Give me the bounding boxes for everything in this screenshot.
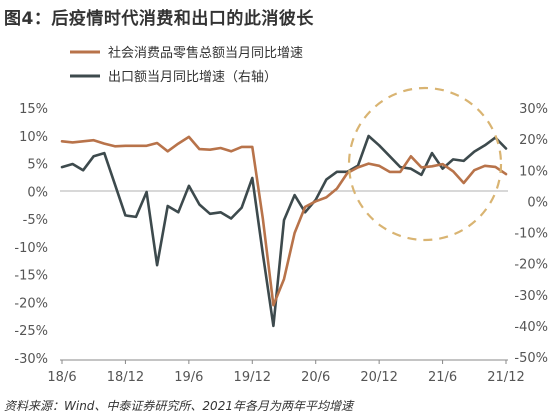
left-tick-label: -10% xyxy=(14,241,48,256)
right-tick-label: 30% xyxy=(519,102,548,117)
legend-label-consumption: 社会消费品零售总额当月同比增速 xyxy=(108,45,303,61)
left-axis-ticks: 15% 10% 5% 0% -5% -10% -15% -20% -25% -30% xyxy=(14,102,48,367)
right-tick-label: 10% xyxy=(519,164,548,179)
x-tick-label: 19/6 xyxy=(174,370,203,385)
legend: 社会消费品零售总额当月同比增速 出口额当月同比增速（右轴） xyxy=(70,45,303,85)
x-tick-label: 20/6 xyxy=(301,370,330,385)
left-tick-label: -30% xyxy=(14,352,48,367)
right-tick-label: 20% xyxy=(519,133,548,148)
x-tick-label: 20/12 xyxy=(360,370,397,385)
right-tick-label: -20% xyxy=(514,258,548,273)
right-tick-label: -40% xyxy=(514,320,548,335)
x-tick-label: 18/6 xyxy=(47,370,76,385)
source-note: 资料来源：Wind、中泰证券研究所、2021年各月为两年平均增速 xyxy=(4,399,353,413)
series-layer xyxy=(60,134,508,328)
right-tick-label: 0% xyxy=(527,195,548,210)
chart-title: 图4：后疫情时代消费和出口的此消彼长 xyxy=(4,9,314,29)
right-tick-label: -10% xyxy=(514,227,548,242)
legend-label-exports: 出口额当月同比增速（右轴） xyxy=(108,70,277,85)
highlight-dashed-circle xyxy=(347,86,503,242)
left-tick-label: 0% xyxy=(27,185,48,200)
right-axis-ticks: 30% 20% 10% 0% -10% -20% -30% -40% -50% xyxy=(514,102,548,366)
right-tick-label: -30% xyxy=(514,289,548,304)
left-tick-label: -5% xyxy=(23,213,48,228)
x-tick-label: 21/12 xyxy=(487,370,524,385)
left-tick-label: 5% xyxy=(27,158,48,173)
right-tick-label: -50% xyxy=(514,351,548,366)
x-tick-label: 18/12 xyxy=(107,370,144,385)
left-tick-label: -20% xyxy=(14,296,48,311)
left-tick-label: 15% xyxy=(19,102,48,117)
series-line-exports xyxy=(60,134,508,328)
left-tick-label: 10% xyxy=(19,130,48,145)
left-tick-label: -15% xyxy=(14,269,48,284)
left-tick-label: -25% xyxy=(14,324,48,339)
x-tick-label: 21/6 xyxy=(428,370,457,385)
x-axis-ticks: 18/6 18/12 19/6 19/12 20/6 20/12 21/6 21/12 xyxy=(47,360,525,385)
x-tick-label: 19/12 xyxy=(234,370,271,385)
series-line-consumption xyxy=(60,135,508,307)
